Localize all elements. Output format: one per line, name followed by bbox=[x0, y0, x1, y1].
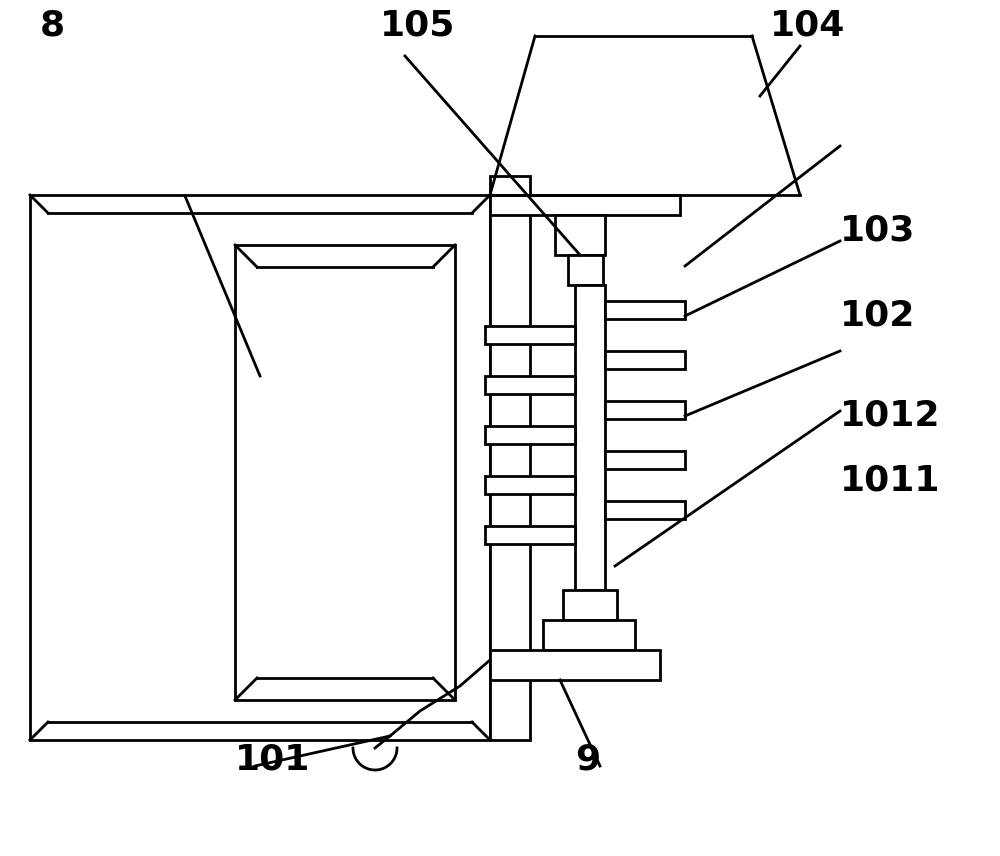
Text: 103: 103 bbox=[840, 213, 915, 247]
Bar bbox=[490, 176, 530, 740]
Bar bbox=[30, 195, 490, 740]
Bar bbox=[605, 501, 685, 519]
Text: 1012: 1012 bbox=[840, 398, 940, 432]
Bar bbox=[605, 451, 685, 469]
Bar bbox=[490, 650, 660, 680]
Text: 8: 8 bbox=[40, 8, 65, 42]
Bar bbox=[543, 620, 635, 650]
Text: 101: 101 bbox=[235, 743, 310, 777]
Bar bbox=[568, 255, 603, 285]
Bar bbox=[485, 476, 575, 494]
Bar bbox=[485, 426, 575, 444]
Bar bbox=[605, 301, 685, 319]
Bar bbox=[485, 326, 575, 344]
Bar bbox=[563, 590, 617, 620]
Bar bbox=[485, 376, 575, 394]
Text: 102: 102 bbox=[840, 298, 915, 332]
Bar bbox=[605, 351, 685, 369]
Bar bbox=[490, 195, 680, 215]
Bar bbox=[235, 245, 455, 700]
Text: 104: 104 bbox=[770, 8, 845, 42]
Bar bbox=[575, 285, 605, 590]
Text: 9: 9 bbox=[575, 743, 600, 777]
Text: 1011: 1011 bbox=[840, 463, 940, 497]
Bar bbox=[485, 526, 575, 544]
Text: 105: 105 bbox=[380, 8, 455, 42]
Bar bbox=[605, 401, 685, 419]
Bar bbox=[555, 215, 605, 255]
